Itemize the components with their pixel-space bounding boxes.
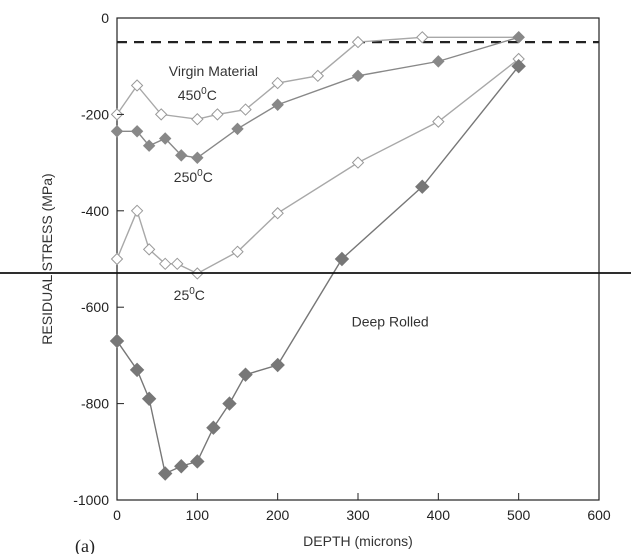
x-tick-label: 100 — [186, 507, 210, 523]
data-point — [239, 103, 252, 116]
series-label: 2500C — [174, 168, 213, 185]
x-axis-title: DEPTH (microns) — [303, 533, 413, 549]
data-point — [191, 113, 204, 126]
data-point — [158, 257, 172, 271]
series-label: 4500C — [178, 86, 217, 103]
data-point — [211, 108, 224, 121]
series-3 — [109, 58, 526, 481]
data-point — [110, 252, 124, 266]
series-label-unit: C — [195, 287, 205, 303]
series-label-unit: C — [203, 169, 213, 185]
data-point — [142, 243, 156, 256]
x-tick-label: 0 — [113, 507, 121, 523]
data-point — [416, 31, 429, 44]
data-point — [231, 122, 244, 136]
data-point — [154, 108, 168, 121]
data-point — [157, 466, 173, 481]
series-1 — [110, 31, 525, 164]
data-point — [511, 58, 526, 74]
data-point — [109, 333, 125, 349]
x-tick-label: 500 — [507, 507, 531, 523]
data-point — [191, 151, 204, 164]
series-2 — [110, 52, 525, 280]
data-point — [415, 179, 430, 194]
data-point — [130, 204, 144, 218]
series-label-base: 25 — [174, 287, 190, 303]
series-label-base: 250 — [174, 169, 198, 185]
data-point — [142, 139, 156, 152]
y-axis-title: RESIDUAL STRESS (MPa) — [39, 173, 55, 344]
series-label-superscript: 0 — [189, 286, 195, 297]
data-point — [512, 31, 525, 44]
series-label: 250C — [174, 286, 205, 303]
y-tick-label: -1000 — [73, 492, 109, 508]
data-point — [311, 69, 325, 83]
data-point — [334, 251, 350, 267]
data-point — [175, 149, 188, 162]
x-tick-label: 200 — [266, 507, 290, 523]
y-tick-label: -600 — [81, 299, 109, 315]
data-point — [206, 420, 221, 435]
series-label-unit: C — [207, 87, 217, 103]
data-point — [129, 362, 145, 378]
data-point — [432, 115, 445, 128]
x-tick-label: 600 — [587, 507, 611, 523]
data-point — [130, 125, 144, 138]
data-point — [171, 257, 184, 271]
y-tick-label: -800 — [81, 396, 109, 412]
data-point — [432, 55, 445, 68]
data-point — [270, 357, 285, 373]
y-tick-label: 0 — [101, 10, 109, 26]
data-point — [141, 391, 157, 406]
series-label-superscript: 0 — [201, 86, 207, 97]
x-tick-label: 400 — [427, 507, 451, 523]
data-point — [231, 245, 244, 258]
y-tick-label: -200 — [81, 106, 109, 122]
virgin-material-label: Virgin Material — [169, 63, 258, 79]
data-point — [110, 125, 124, 138]
data-point — [271, 98, 284, 111]
data-point — [222, 396, 237, 411]
data-point — [130, 79, 144, 92]
series-label-superscript: 0 — [197, 168, 203, 179]
data-point — [351, 69, 365, 83]
data-point — [271, 76, 284, 90]
y-tick-label: -400 — [81, 203, 109, 219]
data-point — [158, 132, 172, 145]
data-point — [190, 454, 205, 469]
series-label: Deep Rolled — [352, 314, 429, 330]
data-point — [238, 367, 253, 382]
data-point — [174, 459, 189, 474]
data-point — [271, 207, 284, 220]
series-label-base: 450 — [178, 87, 202, 103]
panel-label: (a) — [75, 536, 95, 554]
data-point — [351, 35, 365, 49]
data-point — [351, 156, 365, 169]
x-tick-label: 300 — [346, 507, 370, 523]
